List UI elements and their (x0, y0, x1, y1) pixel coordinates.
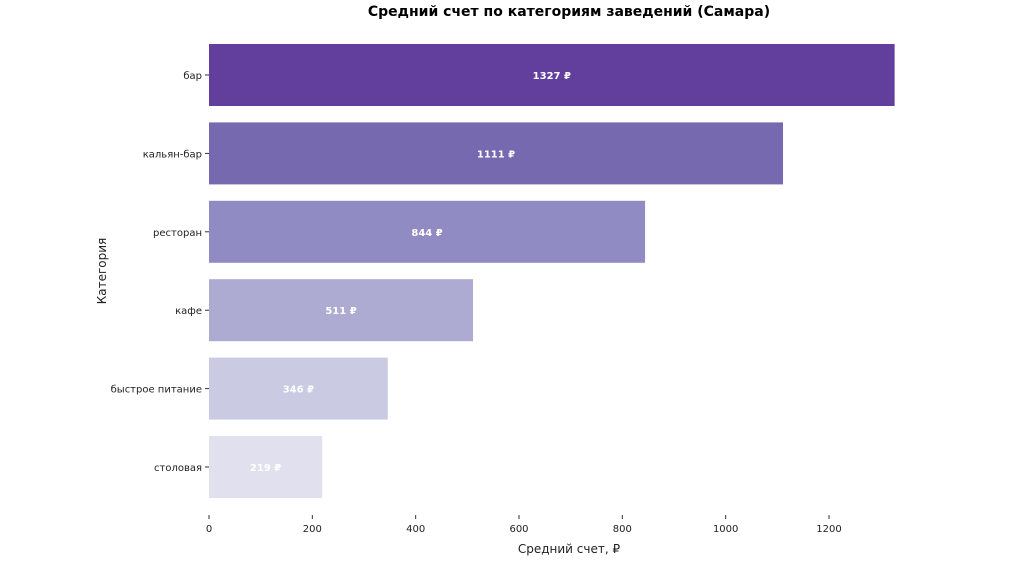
data-label: 511 ₽ (325, 306, 356, 317)
bar (209, 436, 323, 498)
data-label: 1327 ₽ (533, 71, 571, 82)
data-label: 844 ₽ (411, 228, 442, 239)
y-tick-label: быстрое питание (111, 385, 202, 396)
bar (209, 279, 474, 342)
x-tick-label: 0 (206, 524, 212, 535)
y-axis-label: Категория (95, 238, 109, 305)
x-tick-label: 1200 (816, 524, 841, 535)
x-tick-label: 800 (613, 524, 632, 535)
y-tick-label: ресторан (153, 228, 202, 239)
x-tick-label: 400 (406, 524, 425, 535)
x-axis-label: Средний счет, ₽ (518, 542, 621, 556)
chart-title: Средний счет по категориям заведений (Са… (368, 4, 770, 20)
data-label: 219 ₽ (250, 463, 281, 474)
y-tick-label: бар (183, 71, 202, 82)
data-label: 1111 ₽ (477, 149, 515, 160)
bar (209, 44, 895, 106)
y-tick-label: кафе (175, 306, 202, 317)
y-tick-label: кальян-бар (143, 149, 202, 160)
x-tick-label: 1000 (713, 524, 738, 535)
data-label: 346 ₽ (283, 385, 314, 396)
bar (209, 122, 784, 185)
x-tick-label: 600 (509, 524, 528, 535)
x-tick-label: 200 (303, 524, 322, 535)
bar (209, 200, 646, 263)
bar (209, 357, 388, 420)
y-tick-label: столовая (154, 463, 202, 474)
